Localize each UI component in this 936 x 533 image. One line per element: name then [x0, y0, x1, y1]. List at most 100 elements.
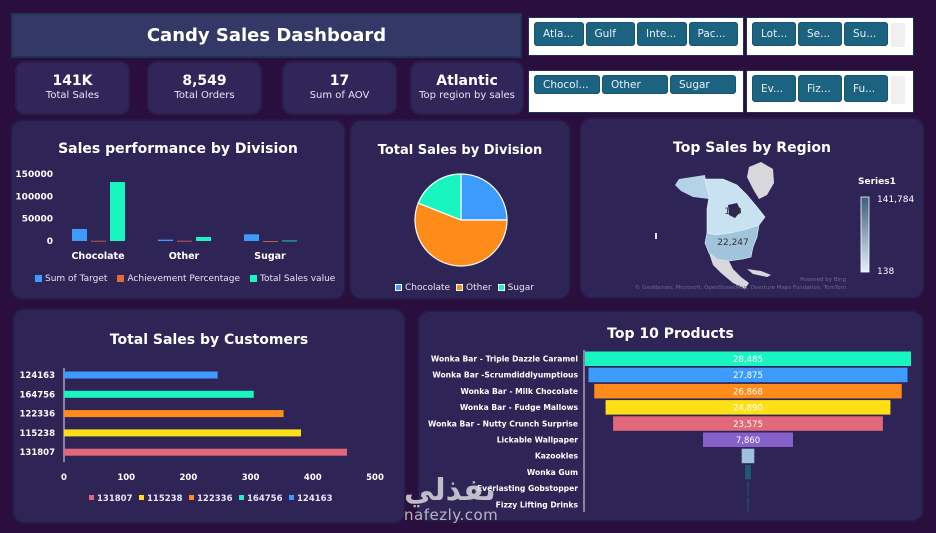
- kpi-label: Top region by sales: [419, 90, 515, 101]
- legend-swatch: [189, 495, 194, 500]
- top-products-panel: Top 10 Products Wonka Bar - Triple Dazzl…: [419, 312, 922, 520]
- slicer-chip-region[interactable]: Inte...: [638, 23, 686, 45]
- bar-sum-of-target: [72, 228, 87, 241]
- slicer-scrollbar[interactable]: [891, 76, 905, 104]
- legend-label: 131807: [97, 494, 133, 504]
- funnel-bar: [747, 497, 749, 512]
- chart-title: Top Sales by Region: [673, 140, 831, 156]
- product-label: Wonka Gum: [527, 468, 578, 477]
- slicer-chip-division[interactable]: Sugar: [671, 76, 735, 93]
- kpi-top-region: Atlantic Top region by sales: [412, 63, 522, 113]
- division-slicer: Chocol... Other Sugar: [528, 70, 744, 113]
- bar-achievement-percentage: [263, 241, 278, 242]
- legend-item: Sugar: [497, 283, 534, 293]
- watermark-latin: nafezly.com: [404, 506, 499, 524]
- legend-swatch: [497, 284, 505, 291]
- watermark: نفذلي nafezly.com: [404, 473, 499, 525]
- product-label: Wonka Bar - Fudge Mallows: [460, 403, 579, 412]
- region-map[interactable]: 138 22,247 Series1 141,784 138 Powered b…: [581, 119, 923, 297]
- x-tick-label: 400: [304, 473, 322, 483]
- y-tick-label: 164756: [20, 390, 56, 400]
- x-tick-label: Other: [169, 251, 200, 262]
- funnel-bar: [703, 432, 793, 447]
- legend-label: Sugar: [507, 283, 534, 293]
- y-tick-label: 131807: [20, 448, 56, 458]
- y-tick-label: 0: [47, 237, 53, 247]
- scale-max-label: 141,784: [877, 195, 914, 205]
- x-tick-label: 0: [61, 473, 67, 483]
- slicer-chip-division[interactable]: Chocol...: [535, 76, 599, 93]
- product-label: Wonka Bar - Nutty Crunch Surprise: [428, 419, 578, 428]
- map-hudson-bay: [728, 203, 741, 218]
- color-scale-bar: [860, 196, 870, 273]
- slicer-chip-division[interactable]: Other: [603, 76, 667, 93]
- chart-legend: Chocolate Other Sugar: [395, 283, 534, 293]
- kpi-value: Atlantic: [436, 73, 498, 89]
- slicer-chip-product[interactable]: Fu...: [845, 76, 887, 101]
- scale-title: Series1: [858, 177, 896, 187]
- product-label: Lickable Wallpaper: [497, 436, 579, 445]
- slicer-chip-factory[interactable]: Su...: [845, 23, 887, 45]
- legend-label: Achievement Percentage: [127, 274, 241, 284]
- product-label: Fizzy Lifting Drinks: [496, 500, 579, 509]
- legend-label: Total Sales value: [260, 274, 336, 284]
- kpi-value: 8,549: [182, 73, 227, 89]
- funnel-value-label: 26,868: [733, 387, 763, 397]
- bar-customer-124163: [64, 371, 218, 379]
- legend-item: Total Sales value: [250, 274, 335, 284]
- slicer-chip-factory[interactable]: Se...: [799, 23, 841, 45]
- chart-title: Total Sales by Division: [377, 143, 543, 158]
- funnel-value-label: 28,485: [733, 355, 763, 365]
- slicer-chip-region[interactable]: Pac...: [689, 23, 737, 45]
- legend-item: Chocolate: [395, 283, 450, 293]
- kpi-label: Sum of AOV: [309, 90, 370, 101]
- slicer-chip-region[interactable]: Atla...: [535, 23, 583, 45]
- pie-slice-other: [414, 202, 508, 267]
- map-region-greenland: [747, 162, 774, 199]
- y-tick-label: 115238: [20, 429, 56, 439]
- map-attribution: © GeoNames, Microsoft, OpenStreetMap, Ov…: [635, 284, 846, 291]
- kpi-value: 141K: [52, 73, 93, 89]
- funnel-bar: [745, 464, 751, 480]
- slicer-scrollbar[interactable]: [891, 23, 905, 47]
- product-label: Wonka Bar - Triple Dazzle Caramel: [431, 355, 578, 364]
- y-tick-label: 100000: [15, 192, 53, 202]
- kpi-total-sales: 141K Total Sales: [17, 63, 128, 113]
- legend-label: 115238: [147, 494, 183, 504]
- map-value-canada: 138: [724, 207, 741, 217]
- kpi-sum-aov: 17 Sum of AOV: [284, 63, 395, 113]
- funnel-bar: [741, 448, 755, 464]
- map-region-caribbean: [747, 269, 771, 277]
- slicer-chip-product[interactable]: Ev...: [753, 76, 795, 101]
- legend-label: 122336: [197, 494, 233, 504]
- pie-slice-chocolate: [460, 173, 508, 221]
- legend-swatch: [117, 275, 125, 282]
- legend-swatch: [35, 275, 42, 282]
- kpi-value: 17: [329, 73, 350, 89]
- chart-title: Sales performance by Division: [58, 141, 298, 157]
- funnel-bar: [588, 367, 908, 383]
- factory-slicer: Lot... Se... Su...: [746, 17, 914, 56]
- dashboard-title: Candy Sales Dashboard: [11, 13, 522, 58]
- bar-customer-115238: [64, 429, 301, 437]
- funnel-bar: [613, 416, 883, 431]
- product-label: Wonka Bar - Milk Chocolate: [460, 387, 578, 396]
- x-tick-label: 500: [366, 473, 384, 483]
- slicer-chip-product[interactable]: Fiz...: [799, 76, 841, 101]
- scale-min-label: 138: [877, 267, 894, 277]
- watermark-arabic: نفذلي: [404, 473, 496, 508]
- region-slicer: Atla... Gulf Inte... Pac...: [528, 17, 744, 56]
- total-sales-division-chart: [414, 173, 508, 267]
- legend-item: Achievement Percentage: [117, 274, 240, 284]
- legend-swatch: [89, 495, 94, 500]
- legend-swatch: [239, 495, 244, 500]
- funnel-bar: [594, 383, 902, 399]
- x-tick-label: 200: [180, 473, 198, 483]
- y-tick-label: 122336: [20, 410, 56, 420]
- legend-label: 164756: [247, 494, 283, 504]
- kpi-label: Total Sales: [45, 90, 100, 101]
- sales-by-customers-panel: Total Sales by Customers 124163 164756 122…: [14, 310, 404, 522]
- slicer-chip-region[interactable]: Gulf: [586, 23, 634, 45]
- slicer-chip-factory[interactable]: Lot...: [753, 23, 795, 45]
- product-slicer: Ev... Fiz... Fu...: [746, 70, 914, 113]
